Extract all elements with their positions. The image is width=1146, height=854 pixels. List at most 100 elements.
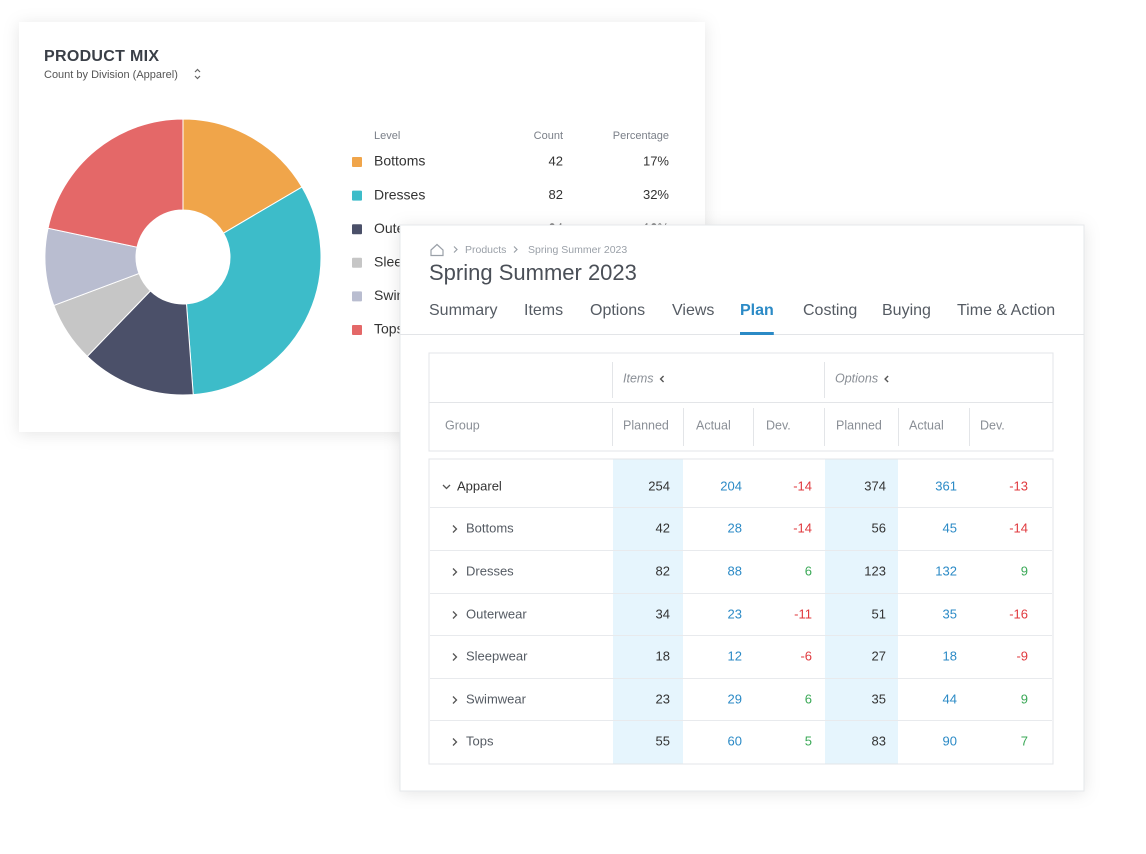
cell-value: 28 bbox=[728, 520, 742, 535]
cell-value: 29 bbox=[728, 691, 742, 706]
column-header: Actual bbox=[696, 418, 731, 432]
row-label: Apparel bbox=[457, 478, 502, 493]
home-icon[interactable] bbox=[430, 243, 444, 257]
cell-value: 55 bbox=[656, 733, 670, 748]
row-label: Dresses bbox=[466, 563, 514, 578]
cell-value: 254 bbox=[648, 478, 670, 493]
legend-count: 42 bbox=[549, 153, 563, 168]
legend-count: 82 bbox=[549, 187, 563, 202]
column-header: Planned bbox=[623, 418, 669, 432]
cell-value: -13 bbox=[1009, 478, 1028, 493]
collapse-chevron[interactable] bbox=[884, 375, 889, 383]
legend-label: Bottoms bbox=[374, 153, 425, 169]
legend-swatch bbox=[352, 224, 362, 235]
pie-slice bbox=[47, 118, 184, 248]
sort-toggle[interactable] bbox=[194, 68, 201, 80]
cell-value: 374 bbox=[864, 478, 886, 493]
column-header: Dev. bbox=[766, 418, 791, 432]
cell-value: 6 bbox=[805, 691, 812, 706]
cell-value: 132 bbox=[935, 563, 957, 578]
chart-title: PRODUCT MIX bbox=[44, 48, 159, 65]
legend-label: Dresses bbox=[374, 186, 425, 202]
tab[interactable]: Items bbox=[524, 302, 563, 319]
cell-value: 18 bbox=[656, 648, 670, 663]
cell-value: 27 bbox=[872, 648, 886, 663]
page-title: Spring Summer 2023 bbox=[429, 260, 637, 285]
cell-value: 204 bbox=[720, 478, 742, 493]
legend-swatch bbox=[352, 325, 362, 335]
cell-value: -11 bbox=[794, 606, 812, 621]
tab[interactable]: Time & Action bbox=[957, 302, 1055, 319]
column-header: Group bbox=[445, 418, 480, 432]
column-header: Planned bbox=[836, 418, 882, 432]
cell-value: -14 bbox=[793, 520, 812, 535]
expand-chevron[interactable] bbox=[452, 653, 458, 661]
tab[interactable]: Summary bbox=[429, 302, 497, 319]
pie-slice bbox=[182, 118, 303, 234]
row-label: Sleepwear bbox=[466, 648, 528, 663]
cell-value: 88 bbox=[728, 563, 742, 578]
cell-value: 45 bbox=[943, 520, 957, 535]
tab[interactable]: Views bbox=[672, 302, 714, 319]
cell-value: -14 bbox=[793, 478, 812, 493]
planned-highlight bbox=[825, 459, 898, 764]
expand-chevron[interactable] bbox=[452, 738, 458, 746]
table-body-box bbox=[428, 458, 1054, 765]
cell-value: 35 bbox=[872, 691, 886, 706]
cell-value: 361 bbox=[935, 478, 957, 493]
legend-swatch bbox=[352, 190, 362, 201]
cell-value: 5 bbox=[805, 733, 812, 748]
pie-slice bbox=[86, 290, 194, 396]
cell-value: 34 bbox=[656, 606, 670, 621]
cell-value: 90 bbox=[943, 733, 957, 748]
tab[interactable]: Buying bbox=[882, 302, 931, 319]
legend-percentage: 32% bbox=[643, 187, 669, 202]
breadcrumb-item: Spring Summer 2023 bbox=[528, 244, 627, 256]
row-label: Tops bbox=[466, 733, 494, 748]
cell-value: 56 bbox=[872, 520, 886, 535]
legend-header: Level bbox=[374, 130, 400, 142]
cell-value: 12 bbox=[728, 648, 742, 663]
legend-label: Tops bbox=[374, 321, 404, 337]
cell-value: 51 bbox=[872, 606, 886, 621]
expand-chevron[interactable] bbox=[452, 611, 458, 619]
cell-value: -9 bbox=[1016, 648, 1028, 663]
tab[interactable]: Plan bbox=[740, 302, 774, 319]
legend-swatch bbox=[352, 291, 362, 302]
legend-header: Percentage bbox=[613, 130, 669, 142]
legend-swatch bbox=[352, 257, 362, 268]
legend-percentage: 17% bbox=[643, 153, 669, 168]
cell-value: 9 bbox=[1021, 563, 1028, 578]
row-label: Swimwear bbox=[466, 691, 527, 706]
tab[interactable]: Options bbox=[590, 302, 645, 319]
tab[interactable]: Costing bbox=[803, 302, 857, 319]
cell-value: -6 bbox=[800, 648, 812, 663]
cell-value: 35 bbox=[943, 606, 957, 621]
cell-value: 18 bbox=[943, 648, 957, 663]
cell-value: -14 bbox=[1009, 520, 1028, 535]
cell-value: 23 bbox=[656, 691, 670, 706]
row-label: Bottoms bbox=[466, 520, 514, 535]
cell-value: -16 bbox=[1009, 606, 1028, 621]
chart-subtitle: Count by Division (Apparel) bbox=[44, 69, 178, 81]
expand-chevron[interactable] bbox=[452, 525, 458, 533]
expand-chevron[interactable] bbox=[452, 568, 458, 576]
pie-slice bbox=[185, 186, 322, 396]
header-group[interactable]: Options bbox=[835, 371, 878, 385]
cell-value: 82 bbox=[656, 563, 670, 578]
cell-value: 6 bbox=[805, 563, 812, 578]
collapse-chevron[interactable] bbox=[442, 484, 451, 490]
header-group[interactable]: Items bbox=[623, 371, 654, 385]
cell-value: 42 bbox=[656, 520, 670, 535]
cell-value: 23 bbox=[728, 606, 742, 621]
cell-value: 123 bbox=[864, 563, 886, 578]
breadcrumb-separator bbox=[453, 246, 518, 253]
cell-value: 44 bbox=[943, 691, 957, 706]
cell-value: 83 bbox=[872, 733, 886, 748]
column-header: Actual bbox=[909, 418, 944, 432]
collapse-chevron[interactable] bbox=[659, 375, 665, 383]
legend-header: Count bbox=[534, 130, 563, 142]
breadcrumb-item[interactable]: Products bbox=[465, 244, 506, 256]
expand-chevron[interactable] bbox=[452, 696, 458, 704]
